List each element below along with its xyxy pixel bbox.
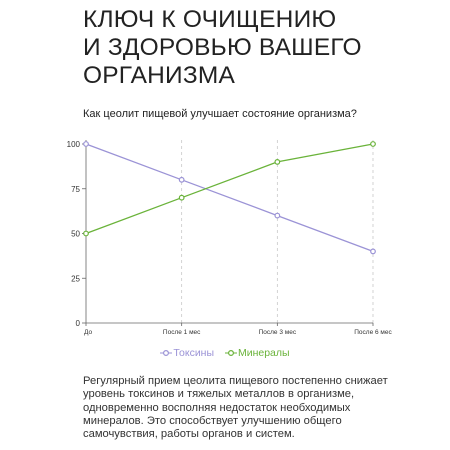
y-axis-ticks: 0 25 50 75 100 [67, 140, 86, 328]
data-point-minerals [83, 230, 89, 237]
legend-marker-minerals [224, 349, 237, 357]
legend-label-toxins: Токсины [173, 347, 215, 359]
series-line-toxins [85, 143, 374, 253]
y-tick-label: 25 [71, 274, 80, 283]
x-tick-label: После 3 мес [259, 329, 297, 336]
x-tick-label: После 1 мес [163, 329, 201, 336]
series-line-minerals [85, 143, 374, 235]
chart-series [83, 141, 376, 255]
legend-marker-toxins [160, 349, 173, 357]
data-point-toxins [83, 141, 89, 147]
legend-item-toxins[interactable]: Токсины [160, 347, 214, 359]
data-point-minerals [370, 141, 376, 147]
x-tick-label: До [84, 329, 92, 336]
x-tick-label: После 6 мес [354, 329, 392, 336]
chart-grid [181, 140, 374, 323]
title-line-2: И ЗДОРОВЬЮ ВАШЕГО [83, 34, 362, 61]
legend-item-minerals[interactable]: Минералы [224, 347, 290, 359]
chart-legend: Токсины Минералы [0, 347, 450, 360]
chart-question: Как цеолит пищевой улучшает состояние ор… [83, 108, 357, 120]
chart-axes [85, 140, 373, 324]
title-line-3: ОРГАНИЗМА [83, 62, 236, 89]
page-title: КЛЮЧ К ОЧИЩЕНИЮ И ЗДОРОВЬЮ ВАШЕГО ОРГАНИ… [83, 6, 423, 90]
data-point-minerals [274, 159, 281, 165]
y-tick-label: 100 [67, 140, 81, 149]
description-text: Регулярный прием цеолита пищевого постеп… [83, 375, 388, 441]
data-point-minerals [178, 194, 185, 201]
y-tick-label: 50 [71, 230, 80, 239]
title-line-1: КЛЮЧ К ОЧИЩЕНИЮ [83, 6, 337, 33]
data-point-toxins [178, 176, 185, 183]
x-axis-ticks: До После 1 мес После 3 мес После 6 мес [84, 323, 392, 336]
data-point-toxins [370, 248, 376, 255]
y-tick-label: 75 [71, 185, 80, 194]
legend-label-minerals: Минералы [237, 347, 290, 359]
line-chart: 0 25 50 75 100 До После 1 мес После 3 мес После… [67, 140, 392, 336]
y-tick-label: 0 [76, 319, 81, 328]
data-point-toxins [274, 212, 281, 219]
